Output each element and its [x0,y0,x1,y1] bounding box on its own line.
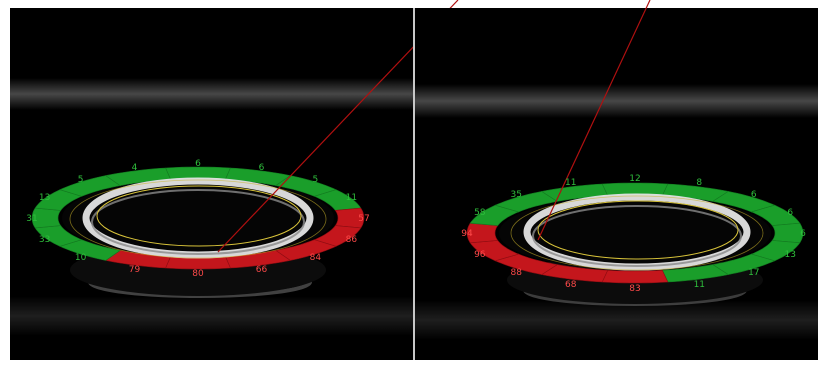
ring-segment-label: 6 [195,159,201,169]
ring-segment-label: 11 [694,280,705,290]
left-ring-segments [31,166,365,270]
ring-segment-label: 96 [474,250,486,260]
ring-segment-label: 31 [26,214,37,224]
right-overlay-line [537,0,651,241]
left-light-band [10,78,413,110]
ring-segment-label: 4 [132,163,138,173]
right-fit-ellipse-outer [510,195,764,271]
right-fit-ellipse [537,200,739,260]
right-light-band-lower [415,300,818,340]
ring-segment-label: 13 [784,250,795,260]
ring-segment-label: 79 [129,265,141,275]
right-metal-ring-edge [532,205,742,267]
ring-segment-label: 57 [358,214,369,224]
ring-segment-label: 6 [259,163,265,173]
ring-segment-label: 6 [751,190,757,200]
ring-segment-label: 6 [800,229,806,239]
right-ring-segments [466,182,804,284]
ring-segment-label: 86 [346,235,358,245]
ring-segment-label: 33 [39,235,50,245]
ring-segment-label: 11 [565,178,576,188]
ring-segment-label: 80 [192,269,204,279]
left-inner-gap [62,179,334,257]
ring-segment-label: 35 [510,190,521,200]
ring-segment-label: 5 [78,175,84,185]
ring-segment-label: 8 [696,178,702,188]
ring-segment-label: 11 [346,193,357,203]
left-fit-ellipse-outer [69,179,327,259]
ring-segment-label: 83 [629,284,640,294]
ring-segment-label: 13 [39,193,50,203]
ring-segment-label: 6 [787,208,793,218]
ring-segment-label: 12 [629,174,640,184]
panel-divider [413,8,415,360]
ring-segment-label: 17 [748,268,759,278]
ring-segment-label: 66 [256,265,268,275]
left-fit-ellipse [96,185,302,247]
ring-segment-pass [771,222,804,244]
right-camera-panel: 12 8 6 6 6 13 17 11 83 68 88 96 94 58 35 11 [415,0,818,360]
ring-segment-label: 88 [510,268,522,278]
left-metal-ring-edge [91,189,305,255]
ring-segment-label: 58 [474,208,486,218]
right-ring-labels: 12 8 6 6 6 13 17 11 83 68 88 96 94 58 35 11 [461,174,806,294]
ring-segment-fail [601,269,669,284]
right-light-band [415,84,818,118]
ring-segment-label: 5 [313,175,319,185]
ring-segment-label: 10 [75,253,87,263]
left-light-band-lower [10,296,413,336]
ring-segment-label: 94 [461,229,473,239]
ring-segment-label: 84 [310,253,322,263]
ring-segment-label: 68 [565,280,577,290]
